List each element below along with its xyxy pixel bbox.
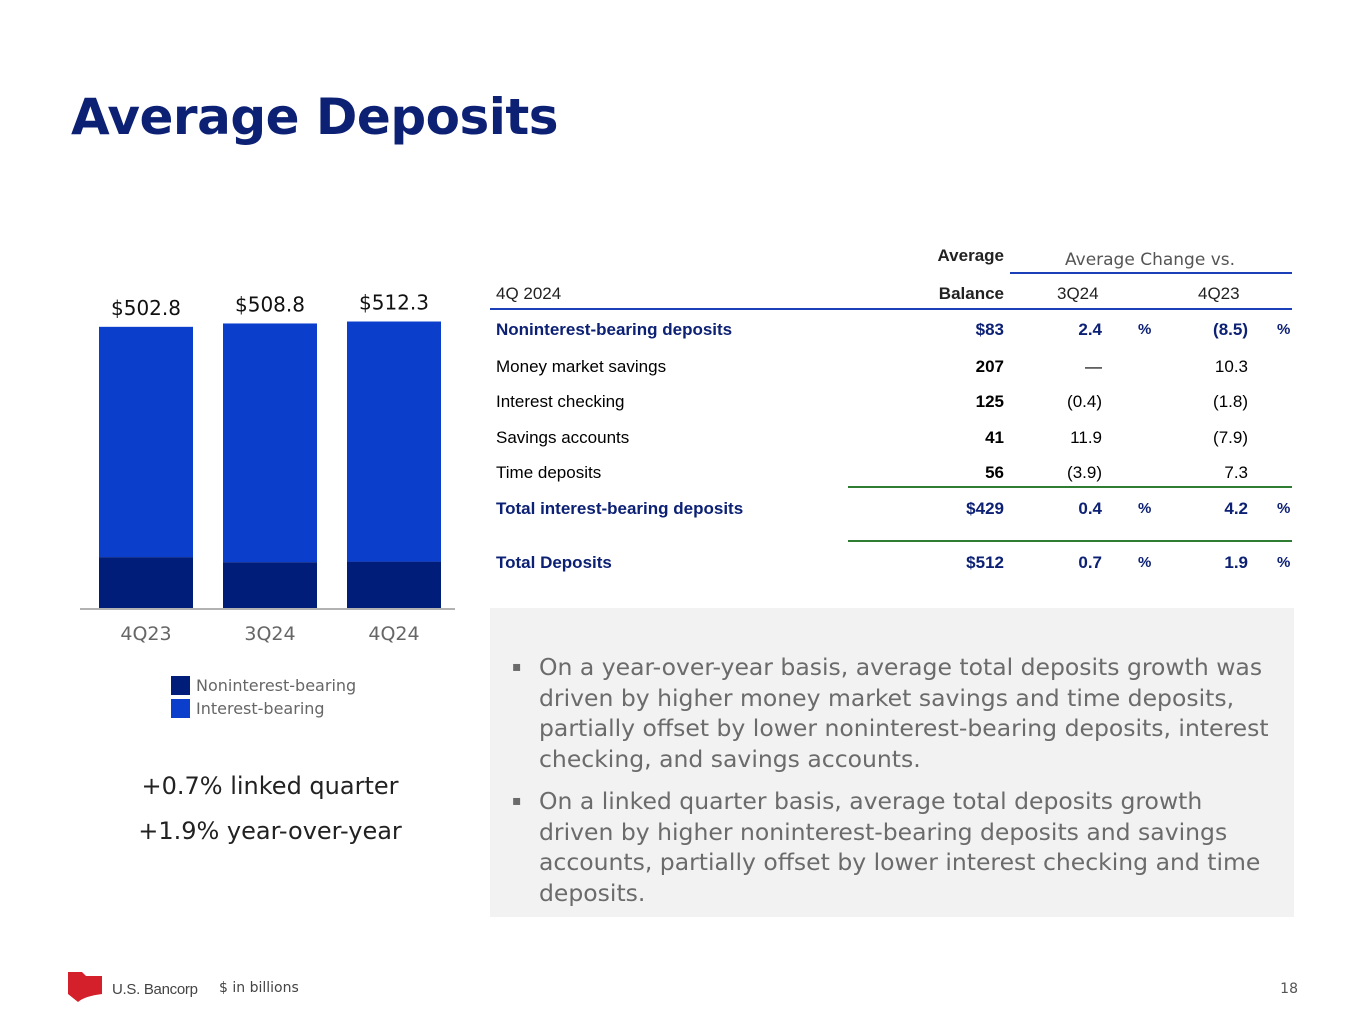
bank-logo-icon [68,972,102,1002]
units-note: $ in billions [219,980,299,996]
x-tick-label: 4Q23 [120,623,171,645]
row-label: Savings accounts [496,428,630,447]
row-balance: 56 [985,463,1004,482]
header-balance: Balance [938,284,1004,303]
bullet-text: On a year-over-year basis, average total… [539,653,1269,773]
legend-item-interest: Interest-bearing [171,697,356,720]
bar-interest-3q24 [223,323,317,563]
row-label: Money market savings [496,357,667,376]
row-balance: 41 [985,428,1004,447]
row-balance: 207 [975,357,1004,376]
commentary-box: ▪ On a year-over-year basis, average tot… [490,608,1294,917]
x-tick-label: 4Q24 [368,623,419,645]
row-change-4q23: 10.3 [1214,357,1248,376]
legend-item-noninterest: Noninterest-bearing [171,674,356,697]
bar-noninterest-4q23 [99,557,193,608]
bar-total-label: $512.3 [359,291,429,315]
bar-interest-4q24 [347,321,441,562]
legend-label-interest: Interest-bearing [196,699,325,718]
row-change-4q23: (1.8) [1213,392,1248,411]
legend-swatch-noninterest [171,676,190,695]
bar-interest-4q23 [99,326,193,558]
row-balance: 125 [975,392,1004,411]
row-pct-3q24: % [1138,321,1152,338]
header-period: 4Q 2024 [496,284,562,303]
row-pct-3q24: % [1138,554,1152,571]
row-change-3q24: 0.4 [1078,499,1102,518]
header-3q24: 3Q24 [1057,284,1099,303]
chart-legend: Noninterest-bearing Interest-bearing [171,674,356,720]
row-change-3q24: 11.9 [1070,428,1102,447]
row-change-3q24: (3.9) [1067,463,1102,482]
row-label: Noninterest-bearing deposits [496,320,733,339]
bullet-item: ▪ On a year-over-year basis, average tot… [510,652,1274,774]
bar-noninterest-4q24 [347,561,441,608]
total-rule-bottom [848,540,1292,542]
bullet-marker: ▪ [512,793,522,809]
brand-name: U.S. Bancorp [112,981,198,998]
row-change-3q24: (0.4) [1067,392,1102,411]
header-change-rule [1010,272,1292,274]
bullet-text: On a linked quarter basis, average total… [539,787,1261,907]
row-pct-4q23: % [1277,500,1291,517]
growth-linked-quarter: +0.7% linked quarter [141,772,399,800]
row-change-3q24: 0.7 [1078,553,1102,572]
row-pct-4q23: % [1277,321,1291,338]
row-change-4q23: 1.9 [1224,553,1248,572]
bar-noninterest-3q24 [223,562,317,608]
legend-label-noninterest: Noninterest-bearing [196,676,357,695]
row-balance: $429 [966,499,1004,518]
bullet-marker: ▪ [512,659,522,675]
total-rule-top [848,486,1292,488]
deposits-bar-chart: $502.8 4Q23 $508.8 3Q24 $512.3 4Q24 [80,291,455,645]
row-change-4q23: 7.3 [1224,463,1248,482]
row-label: Total interest-bearing deposits [496,499,744,518]
row-change-3q24: — [1085,357,1102,376]
legend-swatch-interest [171,699,190,718]
row-pct-4q23: % [1277,554,1291,571]
row-balance: $512 [966,553,1004,572]
row-change-4q23: (8.5) [1213,320,1248,339]
row-balance: $83 [975,320,1004,339]
row-label: Interest checking [496,392,625,411]
header-4q23: 4Q23 [1198,284,1240,303]
row-change-3q24: 2.4 [1078,320,1102,339]
row-label: Total Deposits [496,553,612,572]
row-label: Time deposits [496,463,602,482]
x-tick-label: 3Q24 [244,623,295,645]
page-title: Average Deposits [71,88,559,146]
growth-year-over-year: +1.9% year-over-year [138,817,402,845]
header-average-change: Average Change vs. [1065,250,1236,270]
header-average: Average [937,246,1004,265]
row-change-4q23: (7.9) [1213,428,1248,447]
header-rule [490,308,1292,310]
row-change-4q23: 4.2 [1224,499,1248,518]
bar-total-label: $508.8 [235,292,305,316]
bar-total-label: $502.8 [111,296,181,320]
page-number: 18 [1280,981,1298,997]
row-pct-3q24: % [1138,500,1152,517]
bullet-item: ▪ On a linked quarter basis, average tot… [510,786,1274,908]
